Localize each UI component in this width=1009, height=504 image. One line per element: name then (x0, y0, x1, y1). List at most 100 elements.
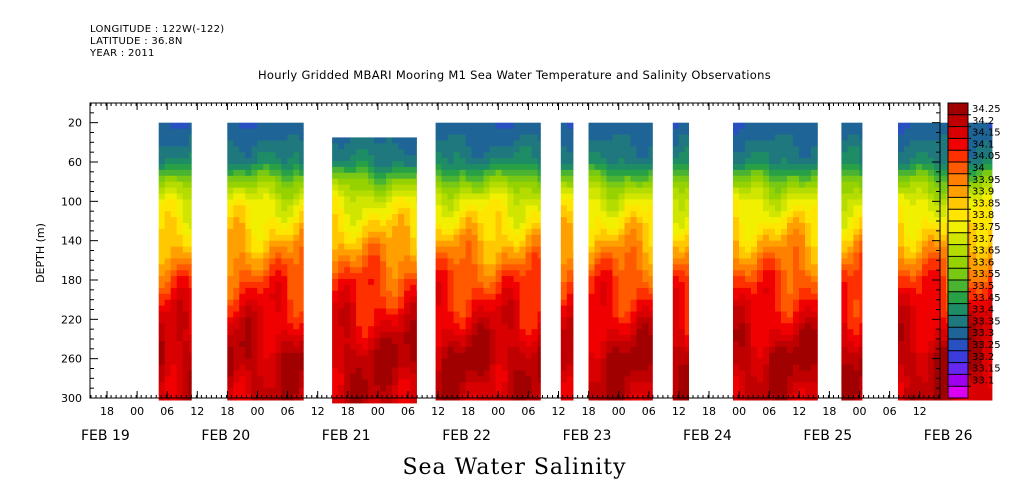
heatmap-cell (513, 317, 521, 324)
heatmap-cell (386, 149, 393, 156)
heatmap-cell (928, 187, 935, 194)
heatmap-cell (757, 358, 764, 366)
heatmap-cell (350, 279, 357, 286)
heatmap-cell (368, 320, 375, 327)
heatmap-cell (410, 214, 417, 221)
heatmap-cell (624, 181, 631, 189)
heatmap-cell (817, 282, 818, 289)
heatmap-cell (275, 329, 282, 336)
heatmap-cell (922, 234, 929, 242)
heatmap-cell (600, 264, 607, 271)
heatmap-cell (769, 352, 776, 360)
heatmap-cell (606, 276, 613, 283)
heatmap-cell (537, 258, 541, 265)
heatmap-cell (338, 166, 345, 174)
heatmap-cell (817, 234, 818, 242)
heatmap-cell (287, 376, 294, 383)
heatmap-cell (471, 299, 479, 307)
heatmap-cell (940, 181, 947, 189)
heatmap-cell (227, 335, 234, 342)
heatmap-cell (453, 164, 461, 171)
heatmap-cell (251, 346, 258, 354)
heatmap-cell (560, 293, 568, 301)
heatmap-cell (410, 225, 417, 233)
heatmap-cell (624, 270, 631, 277)
heatmap-cell (745, 388, 752, 395)
heatmap-cell (799, 370, 806, 377)
heatmap-cell (459, 205, 467, 212)
heatmap-cell (940, 152, 947, 159)
heatmap-cell (233, 146, 240, 153)
heatmap-cell (531, 223, 539, 230)
heatmap-cell (398, 184, 405, 191)
heatmap-cell (684, 146, 689, 153)
heatmap-cell (513, 382, 521, 389)
heatmap-cell (483, 323, 491, 330)
heatmap-cell (976, 152, 983, 159)
heatmap-cell (763, 164, 770, 171)
heatmap-cell (281, 352, 288, 360)
heatmap-cell (380, 308, 387, 315)
heatmap-cell (525, 346, 533, 354)
heatmap-cell (612, 246, 619, 253)
heatmap-cell (332, 349, 339, 357)
heatmap-cell (299, 223, 304, 230)
heatmap-cell (600, 211, 607, 218)
heatmap-cell (269, 175, 276, 183)
heatmap-cell (447, 282, 455, 289)
heatmap-cell (624, 193, 631, 200)
heatmap-cell (775, 205, 782, 212)
heatmap-cell (594, 217, 601, 224)
heatmap-cell (769, 223, 776, 230)
heatmap-cell (928, 282, 935, 289)
heatmap-cell (471, 128, 479, 135)
heatmap-cell (594, 323, 601, 330)
heatmap-cell (269, 299, 276, 307)
heatmap-cell (970, 122, 977, 130)
heatmap-cell (775, 323, 782, 330)
heatmap-cell (733, 193, 740, 200)
heatmap-cell (531, 228, 539, 236)
heatmap-cell (672, 276, 680, 283)
heatmap-cell (775, 164, 782, 171)
heatmap-cell (757, 394, 764, 401)
heatmap-cell (281, 282, 288, 289)
heatmap-cell (904, 164, 911, 171)
heatmap-cell (332, 267, 339, 274)
heatmap-cell (158, 217, 166, 224)
heatmap-cell (928, 394, 935, 401)
heatmap-cell (841, 128, 848, 135)
heatmap-cell (281, 311, 288, 318)
heatmap-cell (940, 228, 947, 236)
heatmap-cell (368, 296, 375, 304)
heatmap-cell (507, 158, 515, 165)
heatmap-cell (769, 240, 776, 248)
heatmap-cell (251, 305, 258, 312)
heatmap-cell (519, 329, 527, 336)
heatmap-cell (630, 240, 637, 248)
heatmap-cell (519, 311, 527, 318)
heatmap-cell (787, 223, 794, 230)
heatmap-cell (483, 246, 491, 253)
heatmap-cell (678, 270, 686, 277)
heatmap-cell (934, 223, 941, 230)
heatmap-cell (922, 276, 929, 283)
heatmap-cell (356, 261, 363, 268)
heatmap-cell (847, 158, 854, 165)
heatmap-cell (566, 311, 574, 318)
heatmap-cell (757, 228, 764, 236)
heatmap-cell (368, 190, 375, 197)
heatmap-cell (853, 293, 860, 301)
heatmap-cell (435, 164, 443, 171)
heatmap-cell (170, 341, 178, 348)
heatmap-cell (684, 370, 689, 377)
heatmap-cell (188, 258, 192, 265)
heatmap-cell (976, 299, 983, 307)
heatmap-cell (281, 258, 288, 265)
heatmap-cell (799, 311, 806, 318)
heatmap-cell (787, 352, 794, 360)
heatmap-cell (566, 358, 574, 366)
heatmap-cell (251, 240, 258, 248)
heatmap-cell (483, 335, 491, 342)
heatmap-cell (630, 158, 637, 165)
